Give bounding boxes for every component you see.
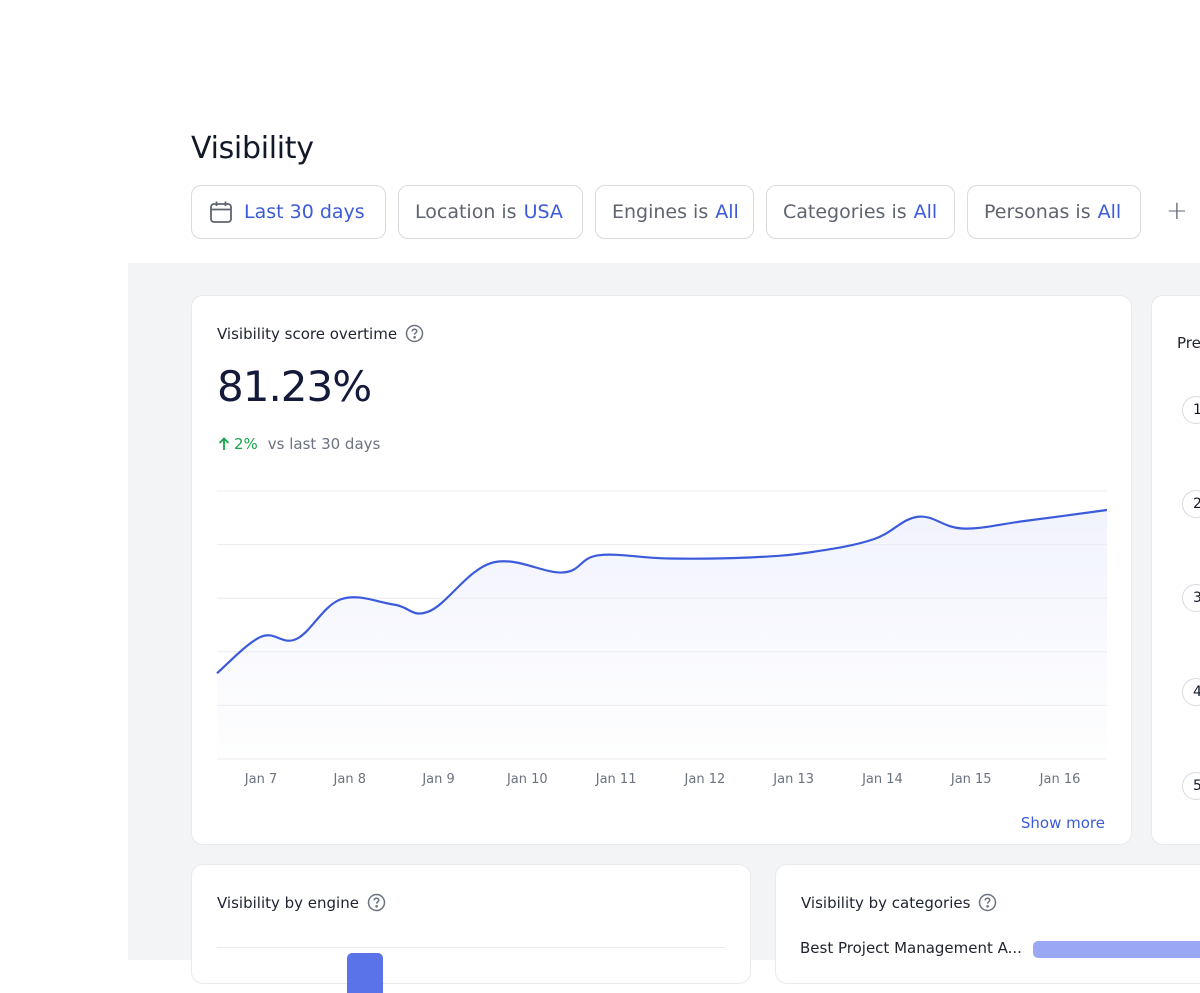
engine-bar <box>347 953 383 993</box>
visibility-score-value: 81.23% <box>217 362 372 411</box>
categories-filter[interactable]: Categories is All <box>766 185 955 239</box>
categories-card-title-text: Visibility by categories <box>801 893 971 912</box>
engines-filter[interactable]: Engines is All <box>595 185 754 239</box>
engine-card: Visibility by engine <box>191 864 751 993</box>
score-delta: 2% vs last 30 days <box>218 435 380 453</box>
x-axis-tick-label: Jan 16 <box>1039 772 1081 787</box>
calendar-icon <box>208 199 234 225</box>
categories-filter-label: Categories is <box>783 201 907 223</box>
rank-badge: 2 <box>1182 490 1200 518</box>
chart-line <box>216 508 1108 675</box>
arrow-up-icon <box>218 437 230 451</box>
engine-card-title-text: Visibility by engine <box>217 893 359 912</box>
category-row-bar <box>1033 941 1200 958</box>
x-axis-tick-label: Jan 10 <box>506 772 548 787</box>
personas-filter-value: All <box>1097 201 1122 223</box>
delta-value: 2% <box>234 435 258 453</box>
x-axis-tick-label: Jan 13 <box>772 772 814 787</box>
location-filter-label: Location is <box>415 201 517 223</box>
rank-badge: 4 <box>1182 678 1200 706</box>
location-filter-value: USA <box>523 201 563 223</box>
delta-up: 2% <box>218 435 258 453</box>
dashboard-area: Visibility score overtime 81.23% 2% <box>128 263 1200 993</box>
help-icon[interactable] <box>978 893 997 912</box>
x-axis-tick-label: Jan 7 <box>244 772 277 787</box>
rank-badge: 1 <box>1182 396 1200 424</box>
engine-card-title: Visibility by engine <box>217 893 386 912</box>
x-axis-tick-label: Jan 12 <box>684 772 726 787</box>
x-axis-tick-label: Jan 9 <box>421 772 454 787</box>
delta-caption: vs last 30 days <box>267 435 381 453</box>
rank-badge: 5 <box>1182 772 1200 800</box>
visibility-line-chart: Jan 7 Jan 8 Jan 9 Jan 10 Jan 11 Jan 12 Jan 13 J… <box>216 490 1108 787</box>
engines-filter-value: All <box>715 201 739 223</box>
engines-filter-label: Engines is <box>612 201 709 223</box>
personas-filter[interactable]: Personas is All <box>967 185 1141 239</box>
rank-badge: 3 <box>1182 584 1200 612</box>
date-range-filter[interactable]: Last 30 days <box>191 185 386 239</box>
visibility-score-title-text: Visibility score overtime <box>217 324 398 343</box>
side-card-title: Pre <box>1177 334 1200 352</box>
category-row-label: Best Project Management A... <box>800 939 1022 957</box>
help-icon[interactable] <box>367 893 386 912</box>
visibility-score-title: Visibility score overtime <box>217 324 424 343</box>
x-axis-tick-label: Jan 15 <box>950 772 992 787</box>
visibility-score-card: Visibility score overtime 81.23% 2% <box>191 295 1132 845</box>
x-axis-tick-label: Jan 8 <box>333 772 366 787</box>
location-filter[interactable]: Location is USA <box>398 185 583 239</box>
x-axis-tick-label: Jan 11 <box>595 772 637 787</box>
chart-area <box>217 509 1107 759</box>
add-filter-button[interactable]: + <box>1166 196 1188 226</box>
engine-chart-gridline <box>217 947 725 948</box>
categories-filter-value: All <box>913 201 938 223</box>
date-range-value: Last 30 days <box>244 201 365 223</box>
page-title: Visibility <box>191 131 314 166</box>
help-icon[interactable] <box>405 324 424 343</box>
show-more-link[interactable]: Show more <box>1020 814 1105 832</box>
side-ranking-card: Pre 1 2 3 4 5 <box>1151 295 1200 845</box>
categories-card: Visibility by categories Best Project Ma… <box>775 864 1200 984</box>
categories-card-title: Visibility by categories <box>801 893 997 912</box>
personas-filter-label: Personas is <box>984 201 1091 223</box>
x-axis-tick-label: Jan 14 <box>861 772 903 787</box>
